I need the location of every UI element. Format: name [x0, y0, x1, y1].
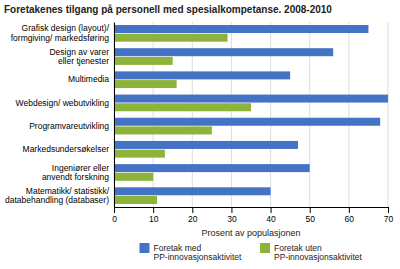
grid-line: [388, 22, 389, 207]
legend-item: Foretak utenPP-innovasjonsaktivitet: [260, 243, 363, 262]
grid-line: [114, 22, 115, 207]
legend-item: Foretak medPP-innovasjonsaktivitet: [139, 243, 242, 262]
bar: [114, 71, 290, 79]
bar: [114, 25, 368, 33]
x-tick: 40: [266, 207, 276, 224]
bar: [114, 126, 212, 134]
y-axis-line: [114, 23, 115, 208]
y-tick: Design av varereller tjenester: [49, 47, 109, 66]
x-axis-line: [115, 208, 389, 214]
y-axis: Grafisk design (layout)/formgiving/ mark…: [5, 23, 114, 208]
bar: [114, 141, 298, 149]
legend-label-line: PP-innovasjonsaktivitet: [153, 252, 242, 262]
x-tick-label: 0: [112, 214, 117, 224]
x-tick: 50: [305, 207, 315, 224]
y-tick: Webdesign/ webutvikling: [16, 98, 110, 108]
x-tick-mark: [153, 207, 154, 213]
x-tick-mark: [192, 207, 193, 213]
x-tick-mark: [310, 207, 311, 213]
x-tick-label: 10: [149, 214, 159, 224]
y-tick: Grafisk design (layout)/formgiving/ mark…: [11, 23, 110, 42]
bar: [114, 34, 228, 42]
y-tick: Ingeniører elleranvendt forskning: [42, 163, 109, 182]
x-tick-mark: [349, 207, 350, 213]
x-tick-mark: [231, 207, 232, 213]
x-tick: 20: [188, 207, 198, 224]
y-tick-label: Multimedia: [68, 74, 109, 84]
x-tick-mark: [271, 207, 272, 213]
y-tick-label: Programvareutvikling: [29, 121, 109, 131]
x-axis: 0 10 20 30 40 50 60 70: [112, 207, 393, 224]
legend: Foretak medPP-innovasjonsaktivitet Foreta…: [139, 243, 362, 262]
bar: [114, 118, 380, 126]
bar: [114, 173, 153, 181]
bar: [114, 48, 333, 56]
legend-label: Foretak medPP-innovasjonsaktivitet: [153, 243, 242, 262]
legend-label-line: PP-innovasjonsaktivitet: [274, 252, 363, 262]
x-axis-title: Prosent av populasjonen: [201, 228, 300, 238]
y-tick-label-line: anvendt forskning: [42, 172, 109, 182]
y-tick-label-line: Programvareutvikling: [29, 121, 109, 131]
bars: [114, 25, 388, 204]
bar: [114, 80, 177, 88]
x-tick: 30: [227, 207, 237, 224]
chart-container: Foretakenes tilgang på personell med spe…: [0, 0, 400, 269]
y-tick-label-line: Webdesign/ webutvikling: [16, 98, 110, 108]
x-tick: 70: [384, 207, 394, 224]
y-tick-label: Markedsundersøkelser: [23, 144, 110, 154]
y-tick-label: Design av varereller tjenester: [49, 47, 109, 66]
bar: [114, 103, 251, 111]
legend-label: Foretak utenPP-innovasjonsaktivitet: [274, 243, 363, 262]
bar: [114, 150, 165, 158]
x-tick-label: 30: [227, 214, 237, 224]
y-tick: Markedsundersøkelser: [23, 144, 110, 154]
y-tick-label-line: eller tjenester: [58, 56, 109, 66]
x-tick-label: 20: [188, 214, 198, 224]
y-tick-label: Matematikk/ statistikk/databehandling (d…: [5, 186, 110, 205]
y-tick: Programvareutvikling: [29, 121, 109, 131]
x-tick: 60: [345, 207, 355, 224]
x-tick-mark: [114, 207, 115, 213]
y-tick: Multimedia: [68, 74, 109, 84]
x-tick-label: 70: [384, 214, 394, 224]
bar: [114, 196, 157, 204]
y-tick: Matematikk/ statistikk/databehandling (d…: [5, 186, 110, 205]
y-tick-label-line: databehandling (databaser): [5, 195, 109, 205]
y-tick-label: Ingeniører elleranvendt forskning: [42, 163, 109, 182]
bar: [114, 164, 310, 172]
y-tick-label: Webdesign/ webutvikling: [16, 98, 110, 108]
bar: [114, 95, 388, 103]
legend-swatch: [139, 243, 149, 253]
x-tick: 10: [149, 207, 159, 224]
series: [114, 34, 251, 204]
y-tick-label-line: formgiving/ markedsføring: [11, 33, 110, 43]
grid: [114, 22, 388, 207]
grid-line: [348, 22, 349, 207]
x-tick-mark: [388, 207, 389, 213]
bar: [114, 187, 271, 195]
x-tick-label: 40: [266, 214, 276, 224]
legend-swatch: [260, 243, 270, 253]
y-tick-label: Grafisk design (layout)/formgiving/ mark…: [11, 23, 110, 42]
y-tick-label-line: Markedsundersøkelser: [23, 144, 110, 154]
x-tick: 0: [112, 207, 117, 224]
y-tick-label-line: Multimedia: [68, 74, 109, 84]
chart: Foretakenes tilgang på personell med spe…: [0, 0, 400, 269]
title: Foretakenes tilgang på personell med spe…: [4, 4, 332, 15]
bar: [114, 57, 173, 65]
x-tick-label: 50: [305, 214, 315, 224]
x-tick-label: 60: [345, 214, 355, 224]
series: [114, 25, 388, 195]
